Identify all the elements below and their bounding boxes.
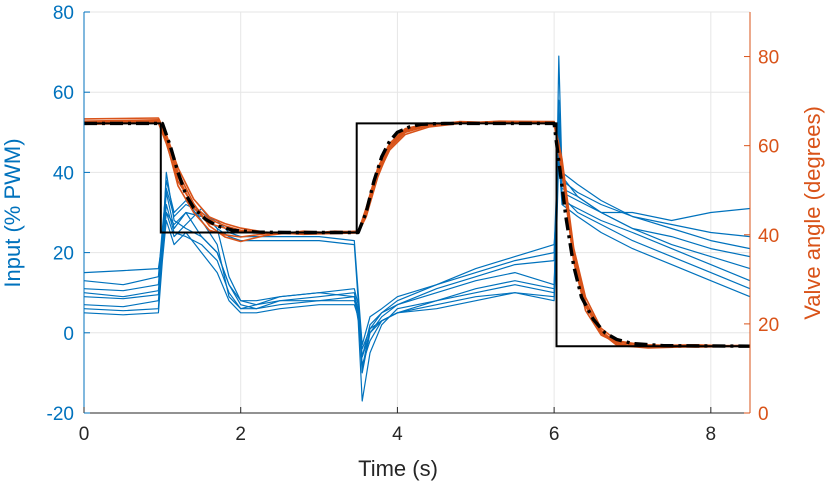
y-axis-right-label: Valve angle (degrees) (800, 106, 825, 320)
x-tick-label: 6 (549, 424, 560, 445)
y-left-tick-label: -20 (47, 404, 74, 425)
x-tick-label: 0 (79, 424, 90, 445)
input-series-group (83, 55, 751, 402)
y-left-tick-label: 20 (53, 244, 74, 265)
x-axis-label: Time (s) (358, 456, 438, 481)
y-right-tick-label: 40 (758, 226, 779, 247)
y-left-tick-label: 80 (53, 3, 74, 24)
input-trial-line-4 (83, 99, 751, 358)
y-left-tick-label: 40 (53, 163, 74, 184)
reference-lines-group (84, 121, 751, 348)
input-trial-line-2 (83, 55, 751, 402)
input-trial-line-7 (83, 111, 751, 370)
model-response-line (84, 121, 751, 348)
y-right-tick-label: 60 (758, 137, 779, 158)
x-tick-label: 2 (235, 424, 246, 445)
y-right-tick-label: 0 (758, 404, 769, 425)
y-left-tick-label: 0 (63, 324, 74, 345)
valve-angle-trial-line-5 (83, 117, 751, 348)
x-tick-label: 8 (706, 424, 717, 445)
x-tick-label: 4 (392, 424, 403, 445)
input-trial-line-8 (83, 131, 751, 358)
input-trial-line-1 (83, 123, 751, 366)
y-left-tick-label: 60 (53, 83, 74, 104)
setpoint-line (84, 122, 750, 348)
y-right-tick-label: 80 (758, 48, 779, 69)
input-trial-line-6 (83, 155, 751, 350)
y-axis-left-label: Input (% PWM) (0, 138, 25, 287)
grid (83, 11, 750, 414)
input-trial-line-3 (83, 139, 751, 374)
y-right-tick-label: 20 (758, 315, 779, 336)
axes (83, 12, 751, 414)
